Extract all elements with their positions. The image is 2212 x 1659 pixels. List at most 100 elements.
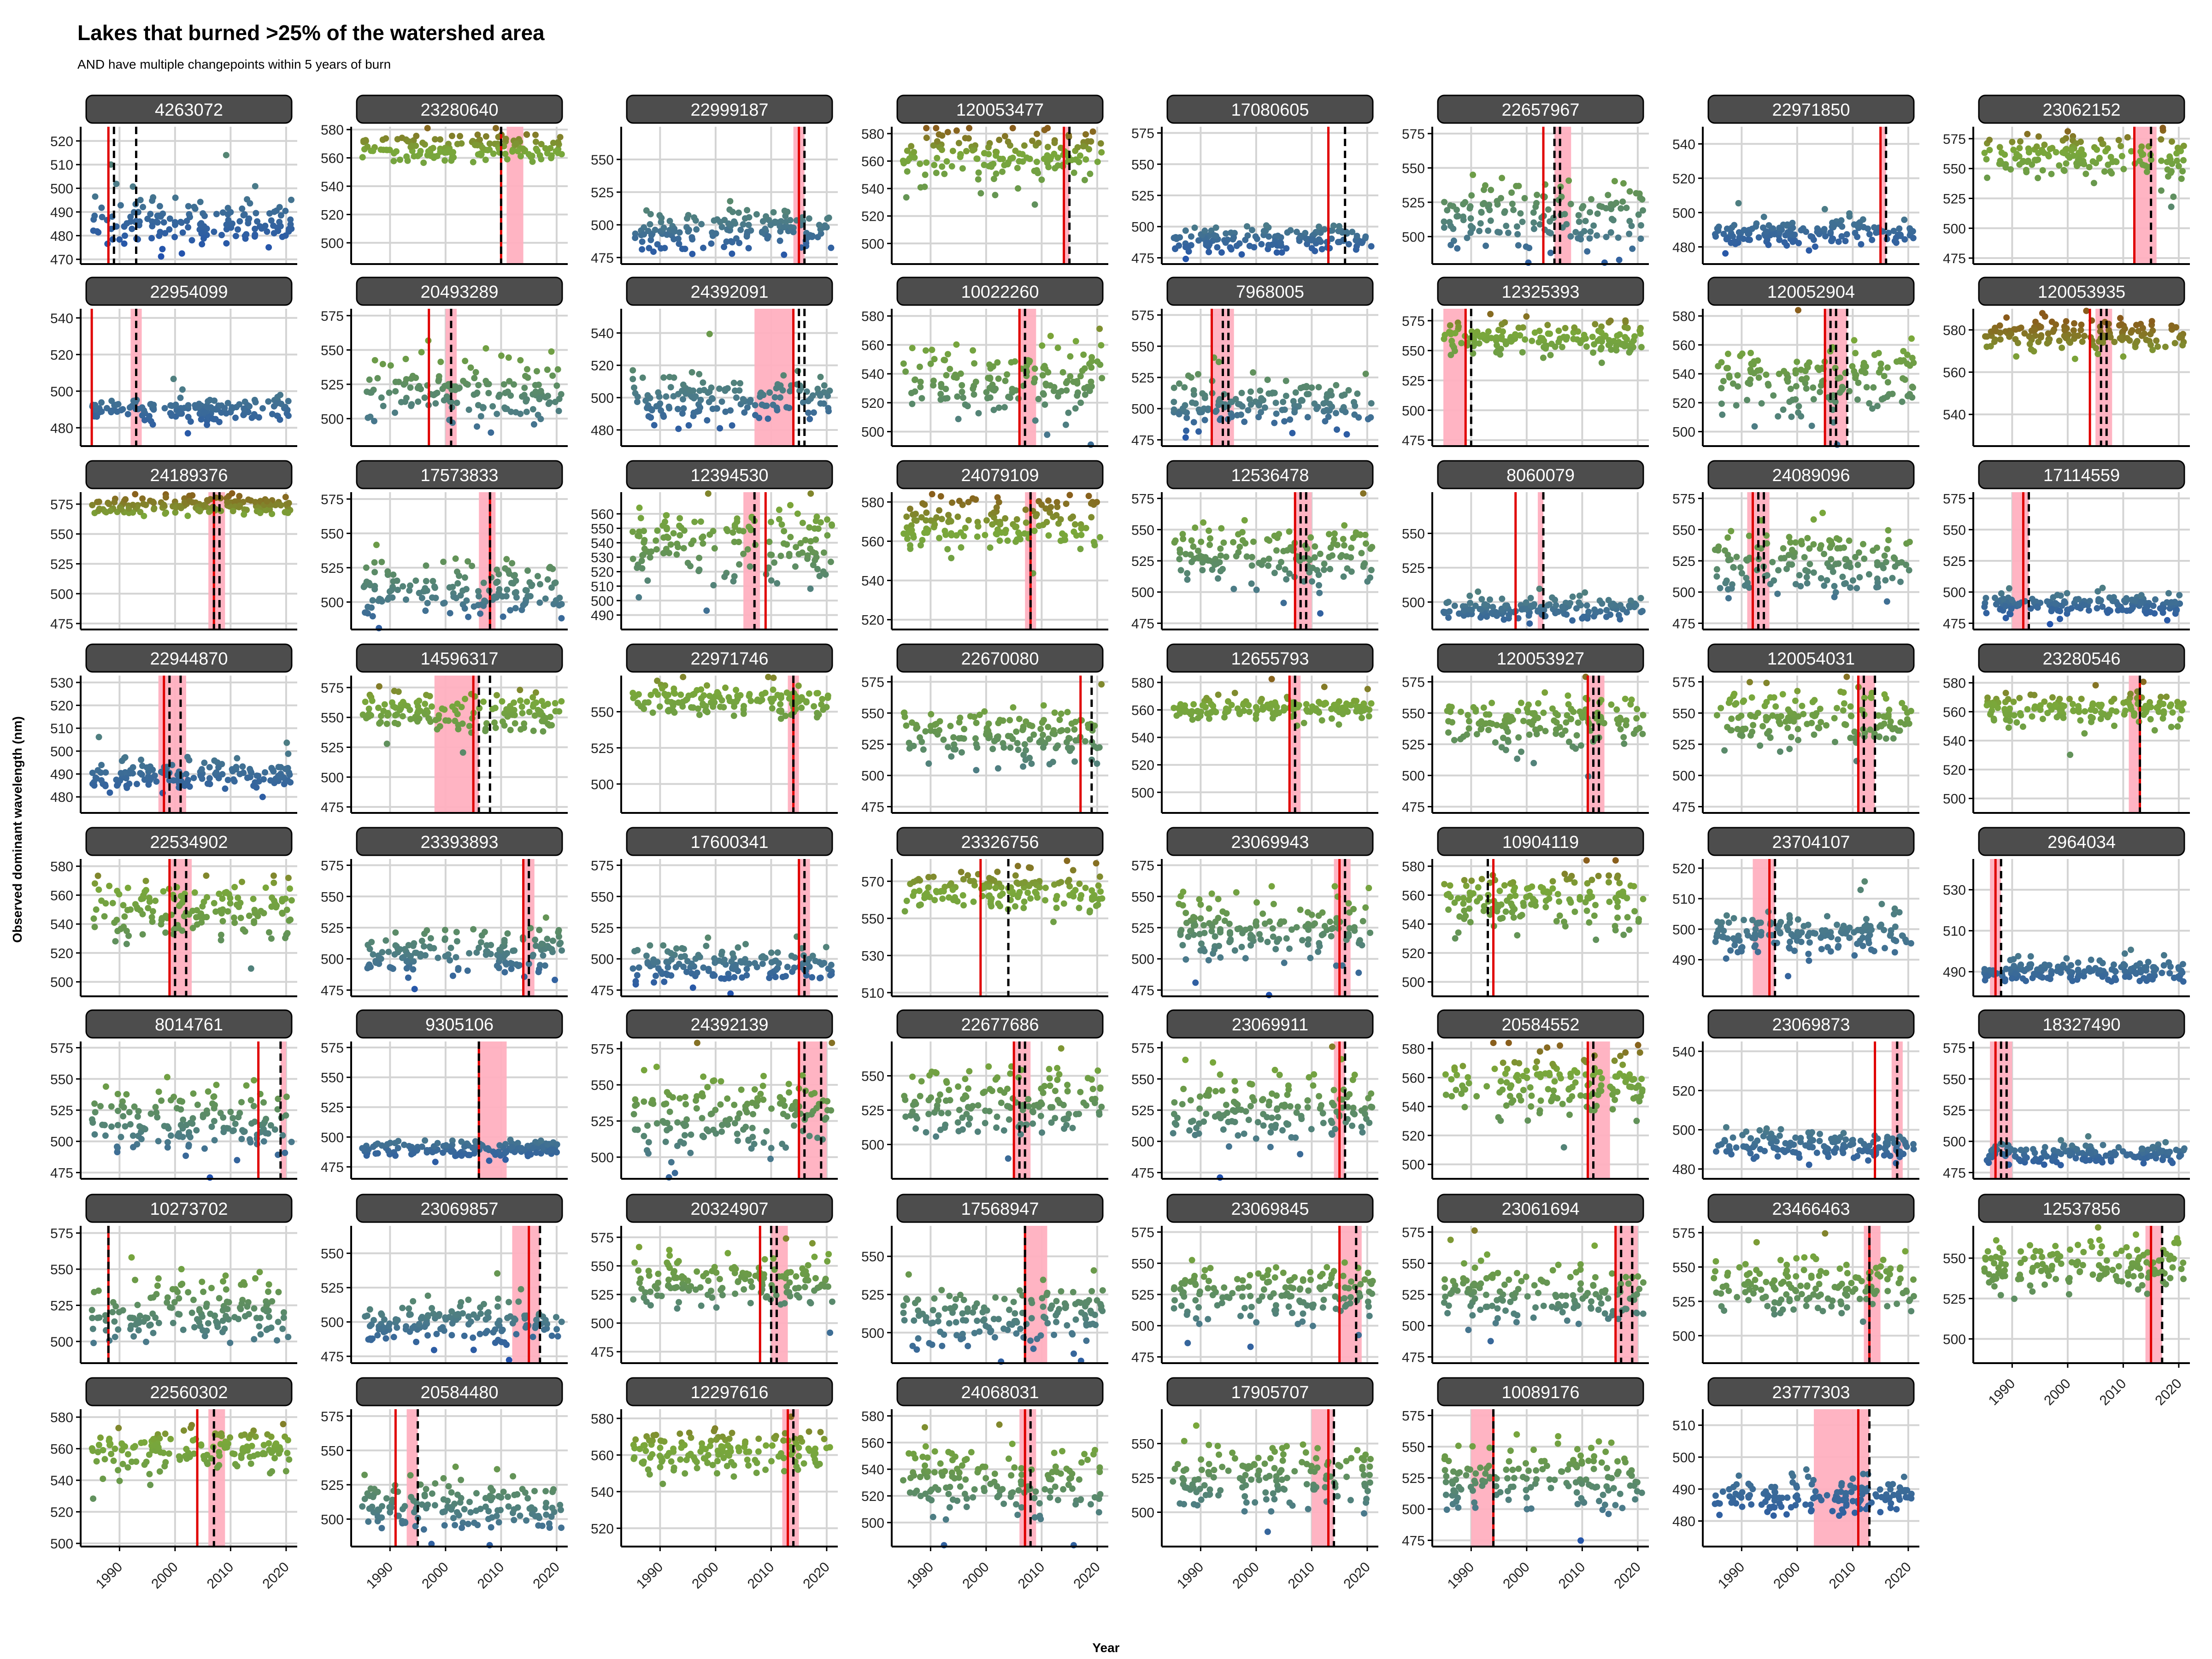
data-point xyxy=(1467,215,1474,222)
data-point xyxy=(987,365,994,372)
data-point xyxy=(675,425,682,432)
facet-strip-label: 12325393 xyxy=(1501,282,1579,302)
data-point xyxy=(1195,428,1202,435)
data-point xyxy=(936,727,943,734)
data-point xyxy=(2054,592,2061,599)
facet-strip-label: 7968005 xyxy=(1236,282,1304,302)
data-point xyxy=(1064,709,1071,716)
data-point xyxy=(2118,143,2124,150)
data-point xyxy=(1984,174,1991,181)
data-point xyxy=(2139,324,2146,331)
data-point xyxy=(1317,610,1324,617)
data-point xyxy=(231,498,238,505)
data-point xyxy=(558,698,565,705)
data-point xyxy=(476,593,482,600)
y-tick-label: 525 xyxy=(50,557,73,572)
data-point xyxy=(717,218,724,225)
data-point xyxy=(691,518,698,525)
data-point xyxy=(98,408,105,415)
data-point xyxy=(250,782,257,789)
data-point xyxy=(1578,205,1585,212)
data-point xyxy=(1776,371,1783,377)
facet-strip-label: 12394530 xyxy=(690,466,768,485)
data-point xyxy=(1547,249,1554,256)
y-tick-label: 540 xyxy=(591,326,614,341)
data-point xyxy=(462,695,468,702)
data-point xyxy=(448,133,455,139)
data-point xyxy=(798,704,805,711)
data-point xyxy=(1097,534,1104,541)
data-point xyxy=(740,396,747,403)
y-tick-label: 540 xyxy=(1943,407,1966,423)
data-point xyxy=(924,529,930,536)
data-point xyxy=(1282,393,1289,400)
data-point xyxy=(1878,396,1885,403)
data-point xyxy=(726,206,733,213)
data-point xyxy=(1183,427,1189,434)
data-point xyxy=(641,545,648,552)
data-point xyxy=(741,409,748,416)
data-point xyxy=(811,703,818,710)
data-point xyxy=(123,782,130,789)
data-point xyxy=(287,216,294,223)
data-point xyxy=(149,223,156,229)
data-point xyxy=(1257,387,1264,394)
data-point xyxy=(1255,414,1262,420)
data-point xyxy=(680,381,687,388)
data-point xyxy=(416,697,423,704)
data-point xyxy=(2168,138,2175,145)
y-tick-label: 500 xyxy=(50,182,73,197)
data-point xyxy=(2133,339,2140,346)
y-tick-label: 530 xyxy=(50,676,73,691)
data-point xyxy=(2061,167,2068,174)
data-point xyxy=(402,398,409,405)
data-point xyxy=(954,393,961,400)
data-point xyxy=(239,205,246,212)
data-point xyxy=(938,147,945,153)
y-tick-label: 475 xyxy=(1672,616,1695,631)
data-point xyxy=(251,233,258,240)
data-point xyxy=(807,585,814,592)
data-point xyxy=(1797,583,1804,589)
y-tick-label: 575 xyxy=(321,681,344,696)
data-point xyxy=(1544,602,1551,609)
data-point xyxy=(917,542,924,549)
y-tick-label: 525 xyxy=(1943,191,1966,206)
data-point xyxy=(2008,596,2015,603)
data-point xyxy=(229,490,235,497)
x-axis-label: Year xyxy=(1092,1641,1120,1655)
data-point xyxy=(160,219,167,226)
data-point xyxy=(904,168,911,175)
data-point xyxy=(2124,134,2131,141)
data-point xyxy=(682,246,688,253)
data-point xyxy=(1081,365,1088,372)
data-point xyxy=(503,406,510,412)
data-point xyxy=(360,137,367,144)
data-point xyxy=(983,729,990,735)
data-point xyxy=(288,196,294,203)
data-point xyxy=(490,150,497,157)
data-point xyxy=(1981,149,1988,156)
data-point xyxy=(651,422,658,429)
data-point xyxy=(714,689,721,696)
data-point xyxy=(1570,335,1577,342)
data-point xyxy=(1509,200,1516,207)
data-point xyxy=(170,376,177,382)
data-point xyxy=(505,567,512,574)
data-point xyxy=(557,134,564,141)
y-tick-label: 510 xyxy=(591,579,614,594)
data-point xyxy=(917,383,924,390)
data-point xyxy=(1545,206,1552,213)
data-point xyxy=(1874,403,1881,409)
data-point xyxy=(2041,141,2048,148)
data-point xyxy=(693,226,700,233)
data-point xyxy=(680,405,687,412)
data-point xyxy=(660,534,667,541)
data-point xyxy=(1594,232,1600,239)
data-point xyxy=(971,391,977,398)
data-point xyxy=(1824,577,1830,584)
data-point xyxy=(236,218,243,225)
data-point xyxy=(276,772,282,779)
data-point xyxy=(1358,550,1365,557)
